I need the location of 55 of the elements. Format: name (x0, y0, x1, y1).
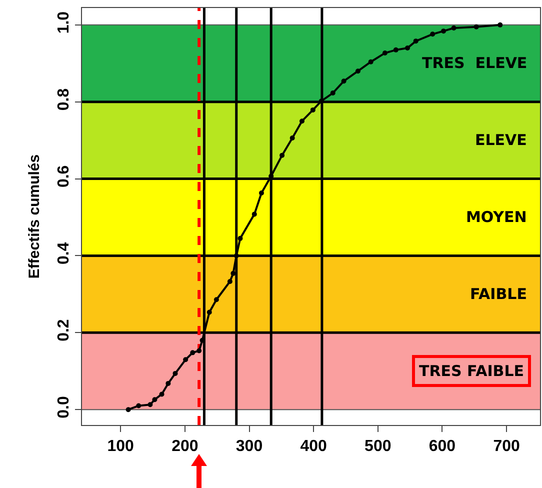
x-tick-label: 400 (300, 438, 328, 456)
point (280, 152, 285, 158)
point (393, 47, 398, 52)
point (441, 28, 446, 34)
band-label: FAIBLE (470, 285, 527, 303)
point (214, 297, 219, 302)
point (310, 107, 316, 112)
point (206, 310, 212, 315)
x-tick-label: 200 (172, 438, 198, 456)
band-label: TRES FAIBLE (419, 362, 524, 380)
point (290, 136, 295, 141)
x-tick-label: 500 (364, 438, 392, 456)
x-tick-label: 300 (236, 438, 263, 456)
point (368, 59, 374, 64)
x-tick-label: 700 (493, 438, 520, 456)
band-label: TRES ELEVE (422, 54, 528, 72)
point (230, 270, 236, 276)
point (258, 190, 264, 196)
y-tick-label: 0.2 (56, 319, 73, 342)
point (159, 392, 164, 397)
point (341, 78, 346, 84)
point (355, 68, 360, 74)
point (252, 212, 257, 217)
point (451, 26, 456, 30)
point (172, 370, 178, 376)
point (166, 380, 171, 386)
point (474, 24, 479, 30)
point (148, 402, 153, 408)
point (330, 90, 336, 96)
point (238, 236, 243, 241)
band-label: MOYEN (466, 208, 527, 226)
x-tick-label: 600 (428, 438, 456, 456)
y-axis-title: Effectifs cumulés (26, 154, 43, 279)
point (382, 50, 388, 56)
y-tick-label: 0.6 (56, 165, 73, 188)
point (152, 397, 158, 402)
y-tick-label: 0.0 (56, 396, 73, 418)
point (190, 350, 196, 356)
point (183, 357, 188, 362)
band-label: ELEVE (475, 131, 527, 149)
point (318, 98, 324, 104)
x-tick-label: 100 (107, 438, 134, 456)
point (413, 38, 418, 44)
y-tick-label: 0.8 (56, 88, 73, 111)
point (136, 403, 142, 408)
point (498, 22, 503, 28)
point (234, 253, 239, 258)
y-tick-label: 0.4 (56, 242, 73, 264)
point (299, 118, 304, 124)
point (430, 32, 436, 37)
point (126, 407, 131, 412)
point (227, 279, 232, 284)
y-tick-label: 1.0 (56, 11, 73, 34)
point (404, 46, 410, 51)
point (196, 348, 202, 354)
